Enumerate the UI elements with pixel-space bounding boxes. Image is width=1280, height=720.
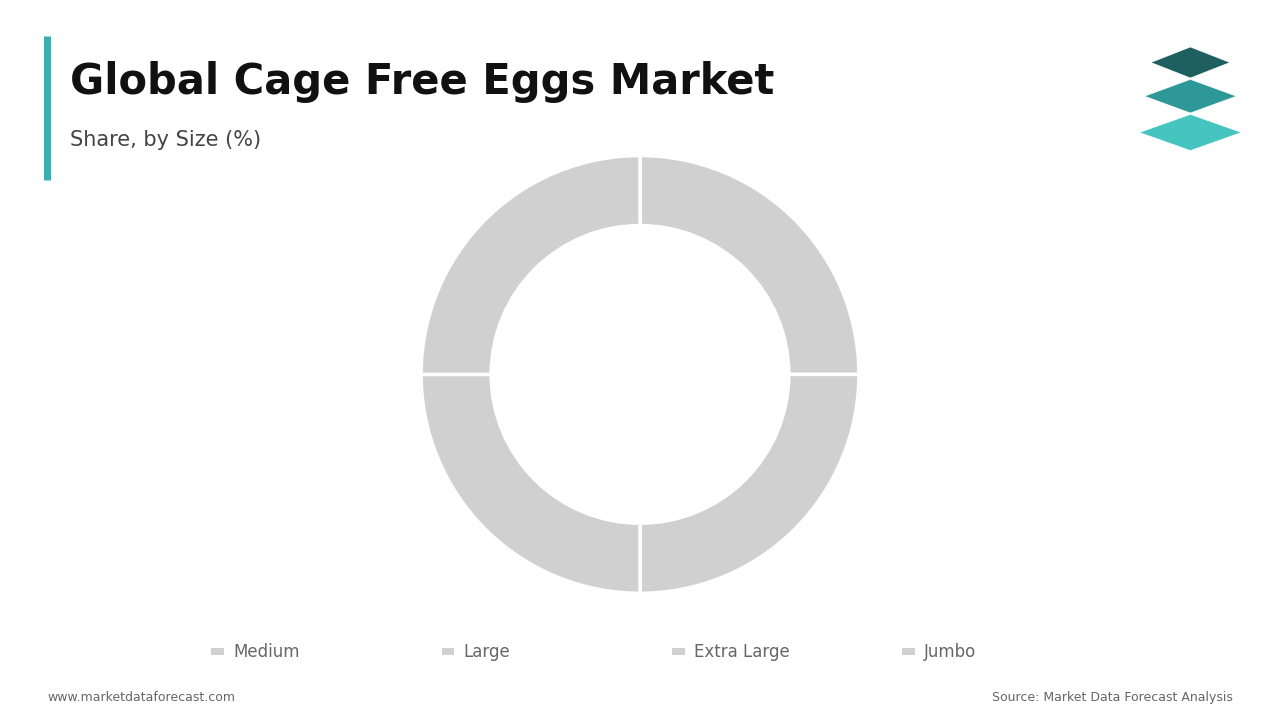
- Text: Large: Large: [463, 642, 511, 661]
- Text: Source: Market Data Forecast Analysis: Source: Market Data Forecast Analysis: [992, 691, 1233, 704]
- Polygon shape: [1151, 47, 1230, 78]
- Text: Extra Large: Extra Large: [694, 642, 790, 661]
- Wedge shape: [640, 156, 859, 374]
- Wedge shape: [640, 374, 859, 593]
- Wedge shape: [421, 374, 640, 593]
- Text: Global Cage Free Eggs Market: Global Cage Free Eggs Market: [70, 61, 774, 103]
- Text: Medium: Medium: [233, 642, 300, 661]
- Text: Share, by Size (%): Share, by Size (%): [70, 130, 261, 150]
- Polygon shape: [1144, 79, 1236, 113]
- Wedge shape: [421, 156, 640, 374]
- Text: www.marketdataforecast.com: www.marketdataforecast.com: [47, 691, 236, 704]
- Polygon shape: [1139, 114, 1242, 150]
- Text: Jumbo: Jumbo: [924, 642, 977, 661]
